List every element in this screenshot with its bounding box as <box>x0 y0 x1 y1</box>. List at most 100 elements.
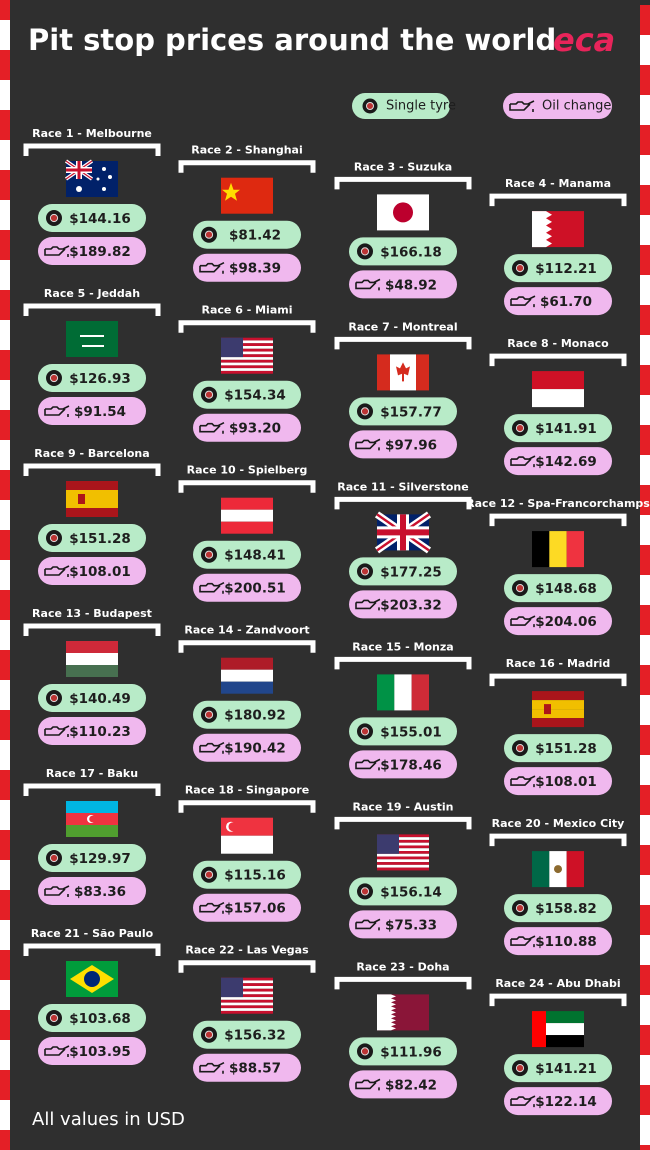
tyre-icon-hub <box>360 247 370 256</box>
flag-part <box>221 835 273 854</box>
flag-part <box>532 691 584 701</box>
kerb-block <box>640 425 650 455</box>
oil-icon <box>509 100 535 112</box>
oil-icon <box>44 405 70 417</box>
bracket <box>23 623 161 636</box>
kerb-block <box>640 1115 650 1145</box>
oil-change-price: $75.33 <box>385 917 437 933</box>
oil-icon <box>199 741 225 754</box>
flag-part <box>566 531 584 568</box>
oil-icon <box>355 918 381 931</box>
price-pill-tyre <box>38 844 146 872</box>
tyre-icon-hub <box>366 102 374 110</box>
flag-part <box>377 867 429 871</box>
price-pill-tyre <box>504 1054 612 1083</box>
kerb-block <box>0 260 10 290</box>
bracket <box>489 673 627 687</box>
single-tyre-price: $177.25 <box>380 564 442 580</box>
flag <box>532 691 584 728</box>
flag-part <box>66 801 118 813</box>
flag <box>374 511 432 554</box>
single-tyre-price: $81.42 <box>229 228 281 244</box>
bracket <box>23 463 161 476</box>
race-card: Race 14 - Zandvoort $180.92 $190.42 <box>178 624 316 762</box>
price-pill-tyre <box>504 734 612 763</box>
kerb-block <box>0 1070 10 1100</box>
tyre-icon-hub <box>515 264 525 273</box>
flag-part <box>532 371 584 390</box>
flag-part <box>532 389 584 408</box>
flag-part <box>221 994 273 998</box>
tyre-icon-hub <box>360 727 370 736</box>
kerb-block <box>640 365 650 395</box>
flag-part <box>66 665 118 677</box>
race-card: Race 17 - Baku $129.97 $83.36 <box>23 767 161 905</box>
kerb-block <box>0 80 10 110</box>
race-label: Race 17 - Baku <box>46 767 138 780</box>
flag-part <box>221 362 273 366</box>
flag-part <box>96 177 100 181</box>
flag-part <box>532 211 552 248</box>
race-card: Race 18 - Singapore $115.16 $157.06 <box>178 784 316 922</box>
race-card: Race 7 - Montreal $157.77 $97.96 <box>334 320 472 459</box>
flag-part <box>394 674 412 711</box>
oil-change-price: $108.01 <box>69 564 131 580</box>
single-tyre-price: $151.28 <box>535 741 597 757</box>
flag-part <box>532 700 584 710</box>
flag-part <box>221 365 273 369</box>
flag-part <box>84 971 100 987</box>
race-card: Race 6 - Miami $154.34 $93.20 <box>178 304 316 442</box>
kerb-block <box>640 965 650 995</box>
kerb-block <box>0 620 10 650</box>
flag <box>532 211 584 248</box>
flag-part <box>228 822 238 832</box>
flag-part <box>221 988 273 992</box>
flag-part <box>549 531 567 568</box>
flag-part <box>377 845 429 849</box>
flag <box>221 817 273 854</box>
race-card: Race 8 - Monaco $141.91 $142.69 <box>489 337 627 476</box>
kerb-block <box>640 35 650 65</box>
race-card: Race 24 - Abu Dhabi $141.21 $122.14 <box>489 977 627 1116</box>
single-tyre-price: $154.34 <box>224 388 286 404</box>
tyre-icon-hub <box>204 390 214 399</box>
flag-part <box>377 859 429 863</box>
flag-part <box>222 182 240 201</box>
flag-part <box>221 817 273 836</box>
flag-part <box>221 497 273 510</box>
flag-part <box>221 343 273 347</box>
single-tyre-price: $166.18 <box>380 244 442 260</box>
price-pill-tyre <box>349 1037 457 1066</box>
kerb-block <box>640 1085 650 1115</box>
kerb-block <box>0 50 10 80</box>
flag-part <box>76 186 82 192</box>
kerb-block <box>0 770 10 800</box>
flag-part <box>377 851 429 854</box>
flag <box>221 177 273 214</box>
oil-change-price: $204.06 <box>535 614 597 630</box>
oil-change-price: $61.70 <box>540 294 592 310</box>
price-pill-oil <box>193 573 301 602</box>
flag-part <box>411 674 429 711</box>
price-pill-tyre <box>504 254 612 283</box>
kerb-block <box>0 1100 10 1130</box>
bracket <box>23 303 161 316</box>
flag-part <box>377 842 429 846</box>
single-tyre-price: $112.21 <box>535 261 597 277</box>
flag-part <box>377 853 429 857</box>
single-tyre-price: $151.28 <box>69 531 131 547</box>
kerb-block <box>0 200 10 230</box>
kerb-block <box>640 605 650 635</box>
tyre-icon-hub <box>515 584 525 593</box>
oil-change-price: $157.06 <box>224 901 286 917</box>
oil-icon <box>44 1045 70 1057</box>
flag-part <box>377 856 429 860</box>
single-tyre-price: $156.14 <box>380 884 442 900</box>
legend: Single tyre Oil change <box>352 93 612 119</box>
tyre-icon-hub <box>515 904 525 913</box>
tyre-icon-hub <box>49 1013 59 1023</box>
tyre-icon-hub <box>360 887 370 896</box>
bracket <box>489 513 627 527</box>
price-pill-tyre <box>193 860 301 889</box>
flag <box>64 159 118 197</box>
